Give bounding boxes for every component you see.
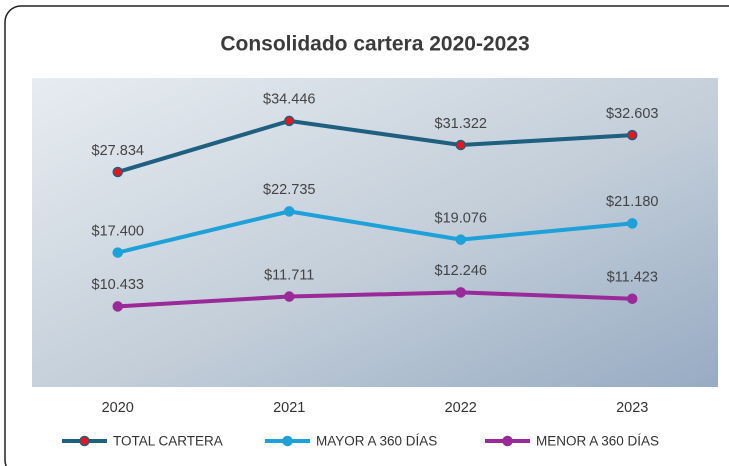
plot-area — [32, 78, 718, 387]
legend-label: MENOR A 360 DÍAS — [536, 434, 659, 449]
x-tick-label: 2020 — [102, 400, 134, 416]
data-label: $19.076 — [435, 210, 487, 226]
data-label: $12.246 — [435, 263, 487, 279]
point — [112, 166, 123, 178]
legend-marker — [282, 435, 293, 447]
data-label: $11.711 — [264, 267, 314, 283]
point — [284, 291, 295, 302]
x-tick-label: 2022 — [445, 400, 477, 416]
data-label: $32.603 — [606, 106, 658, 122]
point — [627, 129, 638, 141]
legend-marker — [502, 435, 513, 447]
point — [455, 234, 466, 245]
data-label: $22.735 — [263, 182, 315, 198]
point — [112, 301, 123, 312]
point — [455, 287, 466, 298]
chart-title: Consolidado cartera 2020-2023 — [220, 33, 529, 56]
data-label: $17.400 — [92, 223, 144, 239]
point — [627, 293, 638, 305]
point — [284, 206, 295, 217]
series-line — [117, 290, 633, 309]
series-line — [117, 209, 633, 255]
legend-marker — [79, 435, 90, 447]
data-label: $34.446 — [263, 92, 315, 108]
series-line — [117, 118, 633, 174]
data-label: $27.834 — [92, 143, 144, 159]
point — [627, 218, 638, 229]
x-tick-label: 2021 — [273, 400, 305, 416]
data-label: $10.433 — [92, 277, 144, 293]
legend-label: MAYOR A 360 DÍAS — [316, 434, 437, 449]
point — [455, 139, 466, 151]
point — [112, 247, 123, 258]
x-tick-label: 2023 — [616, 400, 648, 416]
point — [284, 115, 295, 127]
legend-label: TOTAL CARTERA — [113, 434, 223, 449]
data-label: $21.180 — [606, 194, 658, 210]
data-label: $31.322 — [435, 116, 487, 132]
data-label: $11.423 — [607, 270, 658, 286]
